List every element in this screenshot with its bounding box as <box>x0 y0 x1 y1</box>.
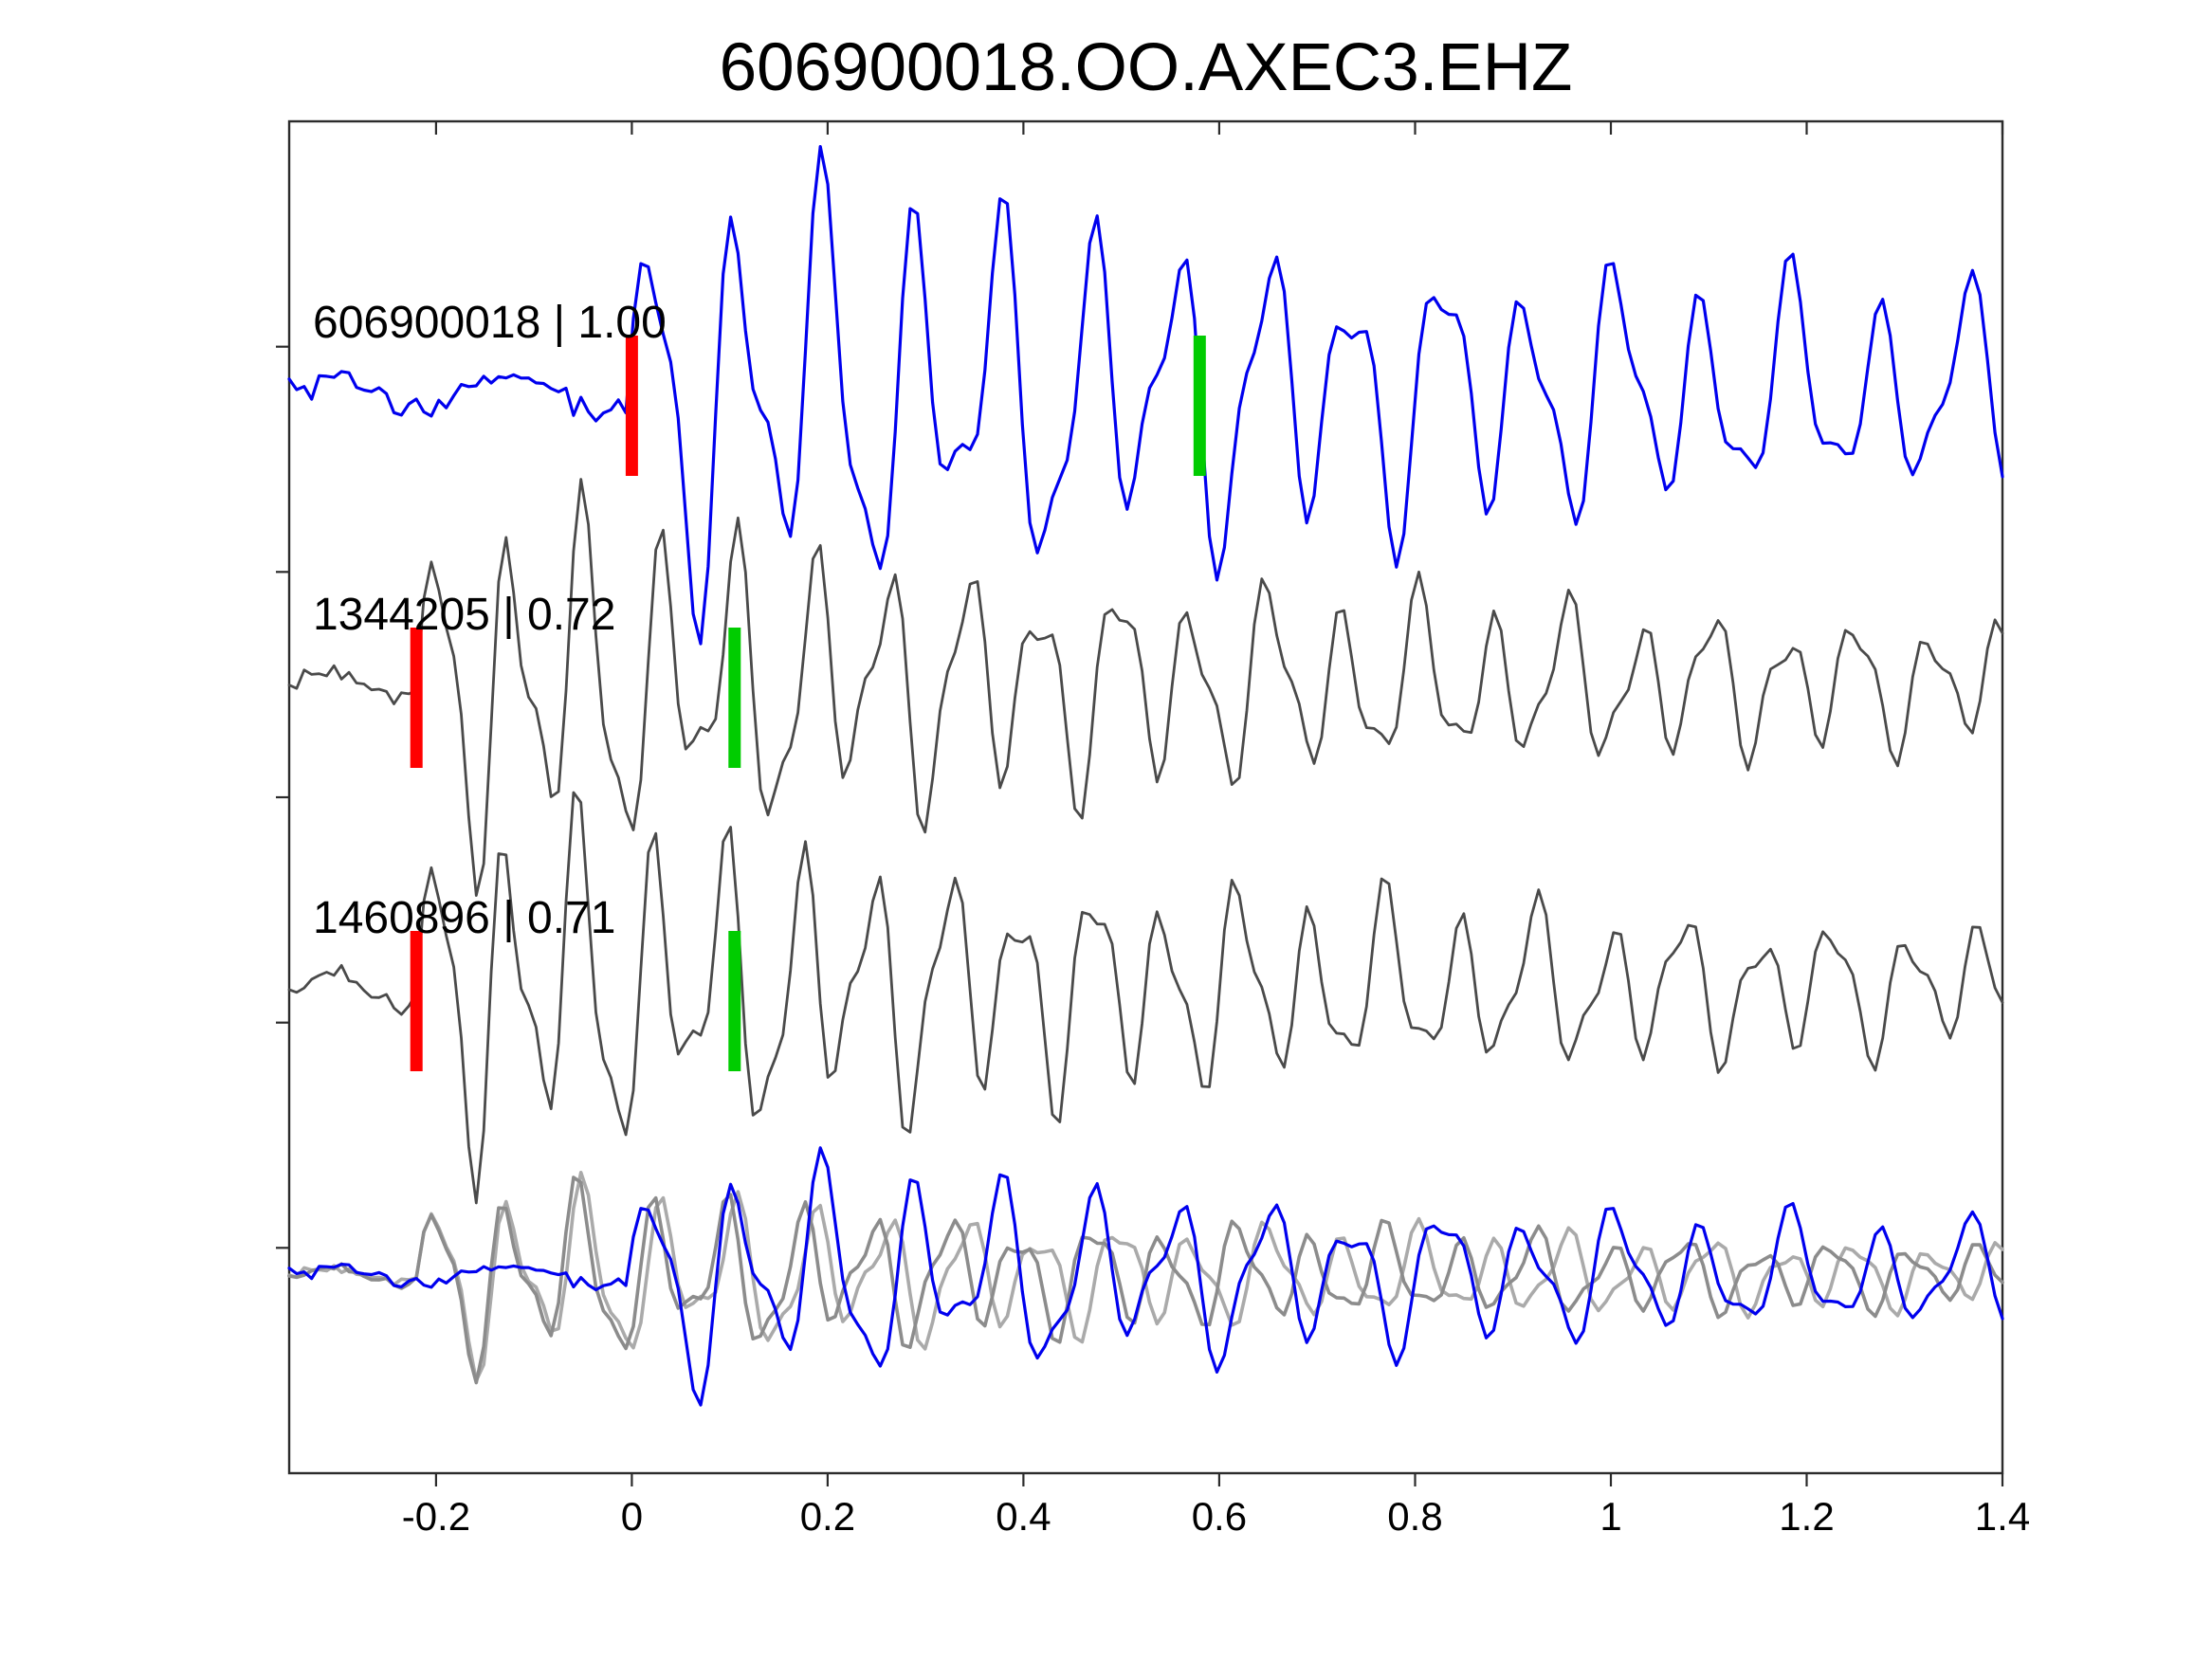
svg-text:0: 0 <box>621 1494 643 1539</box>
svg-text:1.2: 1.2 <box>1779 1494 1834 1539</box>
svg-text:1.4: 1.4 <box>1975 1494 2030 1539</box>
svg-text:0.2: 0.2 <box>800 1494 855 1539</box>
svg-text:0.8: 0.8 <box>1387 1494 1442 1539</box>
svg-text:-0.2: -0.2 <box>402 1494 470 1539</box>
svg-text:0.4: 0.4 <box>996 1494 1051 1539</box>
svg-text:1460896 | 0.71: 1460896 | 0.71 <box>313 893 615 943</box>
svg-text:1344205 | 0.72: 1344205 | 0.72 <box>313 590 615 640</box>
svg-text:0.6: 0.6 <box>1192 1494 1247 1539</box>
svg-text:1: 1 <box>1600 1494 1621 1539</box>
svg-text:606900018 | 1.00: 606900018 | 1.00 <box>313 298 667 348</box>
svg-text:606900018.OO.AXEC3.EHZ: 606900018.OO.AXEC3.EHZ <box>720 30 1573 105</box>
